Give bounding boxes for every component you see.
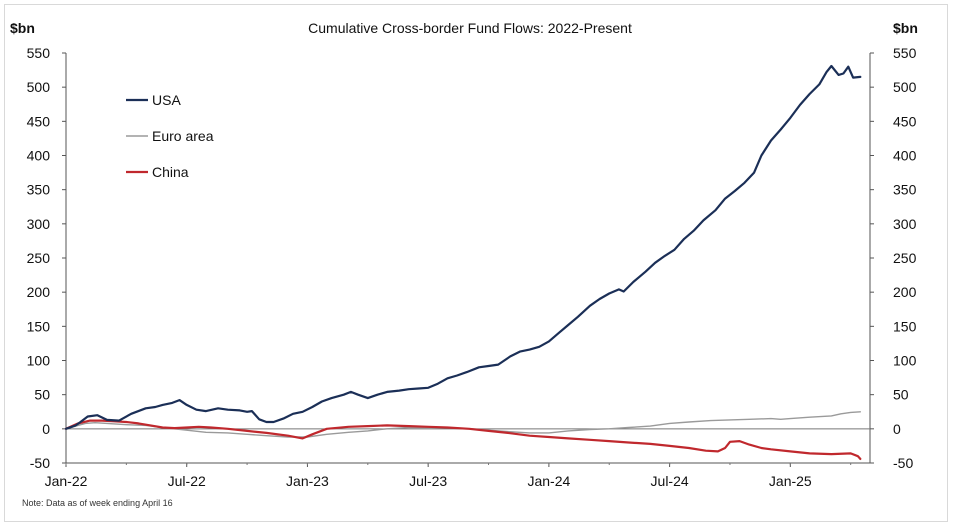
x-tick-label: Jan-24 [527,473,570,489]
legend-label-usa: USA [152,92,181,108]
y-tick-label-right: 550 [893,45,917,61]
x-tick-label: Jan-23 [286,473,329,489]
y-tick-label-left: 250 [27,250,51,266]
y-tick-label-right: 500 [893,79,917,95]
chart-title: Cumulative Cross-border Fund Flows: 2022… [308,20,632,36]
y-tick-label-right: 450 [893,113,917,129]
y-tick-label-left: 100 [27,353,51,369]
x-tick-label: Jan-22 [45,473,88,489]
chart-frame [4,4,948,522]
y-tick-label-left: 350 [27,182,51,198]
x-tick-label: Jan-25 [769,473,812,489]
x-tick-label: Jul-24 [651,473,689,489]
footnote: Note: Data as of week ending April 16 [22,498,173,508]
y-tick-label-right: 150 [893,318,917,334]
y-tick-label-left: 150 [27,318,51,334]
y-tick-label-right: 400 [893,148,917,164]
y-unit-left: $bn [10,20,35,36]
series-lines [64,64,862,460]
y-tick-label-right: 200 [893,284,917,300]
y-tick-label-right: 250 [893,250,917,266]
y-tick-label-left: 300 [27,216,51,232]
legend-label-china: China [152,164,189,180]
y-unit-right: $bn [893,20,918,36]
y-tick-label-right: 100 [893,353,917,369]
y-tick-label-right: 300 [893,216,917,232]
x-tick-label: Jul-22 [168,473,206,489]
legend: USA Euro area China [126,92,214,180]
series-line-china [64,419,862,460]
y-tick-label-left: 500 [27,79,51,95]
series-line-usa [64,64,862,430]
y-tick-label-left: 0 [42,421,50,437]
y-tick-label-left: 450 [27,113,51,129]
axes: -50 -50 0 0 50 50 100 100 150 150 200 200 250 250 300 3… [27,45,917,489]
y-tick-label-left: -50 [30,455,50,471]
y-tick-label-left: 50 [34,387,50,403]
y-tick-label-left: 200 [27,284,51,300]
y-tick-label-right: -50 [893,455,913,471]
x-tick-label: Jul-23 [409,473,447,489]
y-tick-label-right: 350 [893,182,917,198]
y-tick-label-right: 0 [893,421,901,437]
y-tick-label-left: 400 [27,148,51,164]
y-tick-label-right: 50 [893,387,909,403]
y-tick-label-left: 550 [27,45,51,61]
legend-label-euro-area: Euro area [152,128,214,144]
series-line-euro-area [65,411,861,438]
